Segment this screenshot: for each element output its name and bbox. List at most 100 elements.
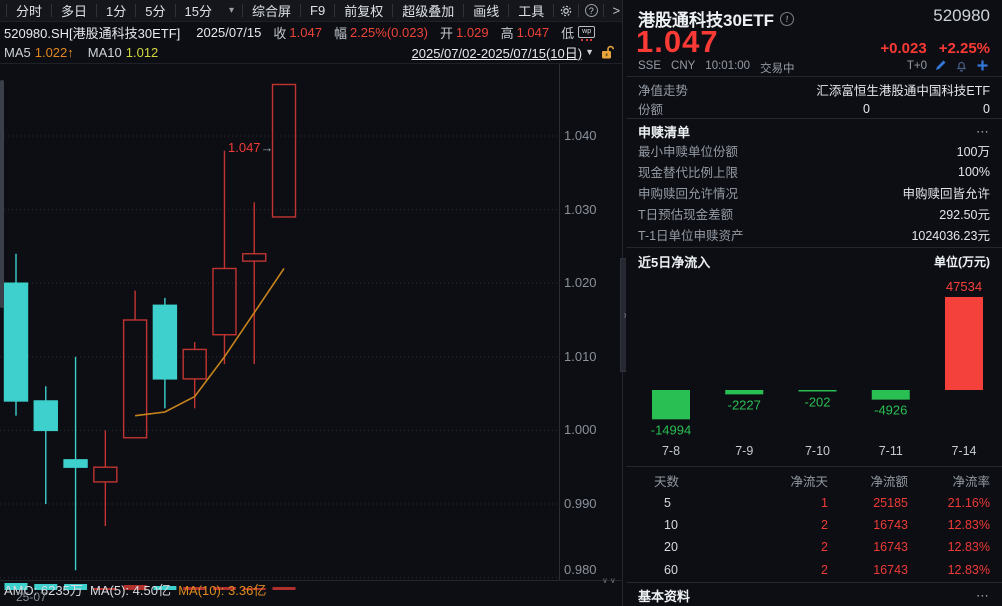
row-value: 100万 [956,145,990,159]
unlock-icon[interactable] [600,45,614,60]
amo-label: AMO: [4,583,38,598]
vol-ma10-label: MA(10): [178,583,225,598]
toolbar-separator [508,4,510,17]
table-cell: 12.83% [947,517,990,532]
close-label: 收 [273,25,287,41]
open-value: 1.029 [456,24,489,40]
close-value: 1.047 [289,24,322,40]
period-toolbar: 分时 多日 1分 5分 15分 ▾ 综合屏 F9 前复权 超级叠加 画线 工具 ? > [0,0,622,22]
table-cell: 60 [664,562,678,577]
toolbar-expand-chevron-icon[interactable]: > [612,3,621,18]
toolbar-item[interactable]: 前复权 [344,4,384,19]
table-cell: 12.83% [947,540,990,555]
share-row: 份额 0 0 [638,101,990,118]
redeem-info-row: 申购赎回允许情况 申购赎回皆允许 [638,183,990,202]
quote-actions: T+0 [907,58,990,73]
table-cell: 1 [821,495,828,510]
ma10-label: MA10 [87,44,122,60]
basic-info-more-button[interactable]: ⋯ [976,587,990,603]
candlestick-chart[interactable]: 1.040 1.030 1.020 1.010 1.000 0.990 0.980 1.04… [0,63,622,590]
toolbar-item[interactable]: 1分 [106,4,127,19]
period-dropdown-caret[interactable]: ▾ [228,5,234,16]
trading-status: 交易中 [760,63,795,75]
date-range-dropdown-icon[interactable]: ▼ [585,47,594,57]
flow-date-label: 7-10 [804,444,831,458]
column-header: 净流天 [790,474,828,489]
toolbar-separator [392,4,394,17]
instrument-code: 520980 [933,6,990,25]
ma-indicator-bar: MA5 1.022↑ MA10 1.012 2025/07/02-2025/07… [0,42,622,62]
change-value: +0.023 [880,40,927,57]
row-value: 292.50元 [939,208,990,222]
price-tick-label: 0.980 [564,562,597,577]
high-value: 1.047 [516,24,550,40]
instrument-title: 港股通科技30ETF ! [638,6,795,31]
x-axis-date-label: 25-07 [16,590,47,604]
toolbar-item[interactable]: 多日 [61,4,88,19]
redeem-more-button[interactable]: ⋯ [976,123,990,139]
price-tick-label: 0.990 [564,496,597,511]
svg-text:-2227: -2227 [728,397,761,412]
toolbar-item[interactable]: F9 [310,3,326,18]
toolbar-separator [96,4,98,17]
t-mode-label: T+0 [906,59,927,72]
ma5-label: MA5 [4,44,31,60]
toolbar-separator [242,4,243,17]
table-row: 20 2 16743 12.83% [638,536,990,558]
row-label: T日预估现金差额 [638,208,734,222]
toolbar-item[interactable]: 分时 [16,4,43,19]
date-range-selector[interactable]: 2025/07/02-2025/07/15(10日) [411,45,583,61]
exchange-label: SSE [638,60,662,72]
svg-text:-14994: -14994 [651,422,691,437]
nav-trend-row[interactable]: 净值走势 汇添富恒生港股通中国科技ETF [638,84,990,98]
pane-collapse-icon[interactable]: ∨∨ [602,576,618,585]
redeem-section-header: 申赎清单 ⋯ [638,123,990,141]
price-tick-label: 1.030 [564,201,597,217]
toolbar-item[interactable]: 工具 [518,4,545,19]
basic-info-section-header: 基本资料 ⋯ [638,587,990,605]
table-cell: 16743 [873,540,908,555]
column-header: 净流额 [870,474,908,489]
quote-time: 10:01:00 [705,60,751,72]
vol-ma5-label: MA(5): [90,583,130,598]
toolbar-separator [174,4,176,17]
alert-bell-icon[interactable] [954,58,969,73]
ma5-value: 1.022↑ [34,44,74,60]
flow-unit-label: 单位(万元) [934,255,990,269]
toolbar-separator [334,4,336,17]
svg-text:47534: 47534 [946,279,982,294]
table-cell: 5 [664,495,671,510]
edit-pencil-icon[interactable] [933,58,948,73]
settings-gear-icon[interactable] [554,4,578,18]
wp-window-icon[interactable]: wp [578,25,596,41]
help-icon[interactable]: ? [579,4,603,17]
last-price: 1.047 [636,24,719,59]
toolbar-separator [463,4,465,17]
flow-table-header: 天数 净流天 净流额 净流率 [638,469,990,491]
flow-date-label: 7-8 [661,444,681,458]
vol-ma10-value: 3.36亿 [228,583,267,598]
toolbar-item[interactable]: 15分 [184,4,212,19]
toolbar-item[interactable]: 综合屏 [252,4,292,19]
info-icon[interactable]: ! [779,10,795,27]
toolbar-item[interactable]: 超级叠加 [402,4,455,19]
price-tick-label: 1.020 [564,275,597,291]
column-header: 净流率 [952,474,990,489]
toolbar-item[interactable]: 画线 [473,4,500,19]
table-row: 60 2 16743 12.83% [638,559,990,581]
high-price-annotation: 1.047→ [228,140,274,155]
toolbar-separator [300,4,302,17]
redeem-info-row: 现金替代比例上限 100% [638,162,990,181]
toolbar-item[interactable]: 5分 [145,4,166,19]
row-label: 最小申赎单位份额 [638,145,739,159]
toolbar-separator [603,4,605,17]
price-tick-label: 1.000 [564,422,597,438]
ma10-value: 1.012 [125,44,159,60]
left-scrollbar-thumb[interactable] [0,80,4,308]
toolbar-separator [135,4,137,17]
chart-pane: 分时 多日 1分 5分 15分 ▾ 综合屏 F9 前复权 超级叠加 画线 工具 ? > 52098… [0,0,622,604]
table-cell: 10 [664,517,678,532]
add-plus-icon[interactable] [975,58,990,73]
vol-ma5-value: 4.50亿 [132,583,171,598]
